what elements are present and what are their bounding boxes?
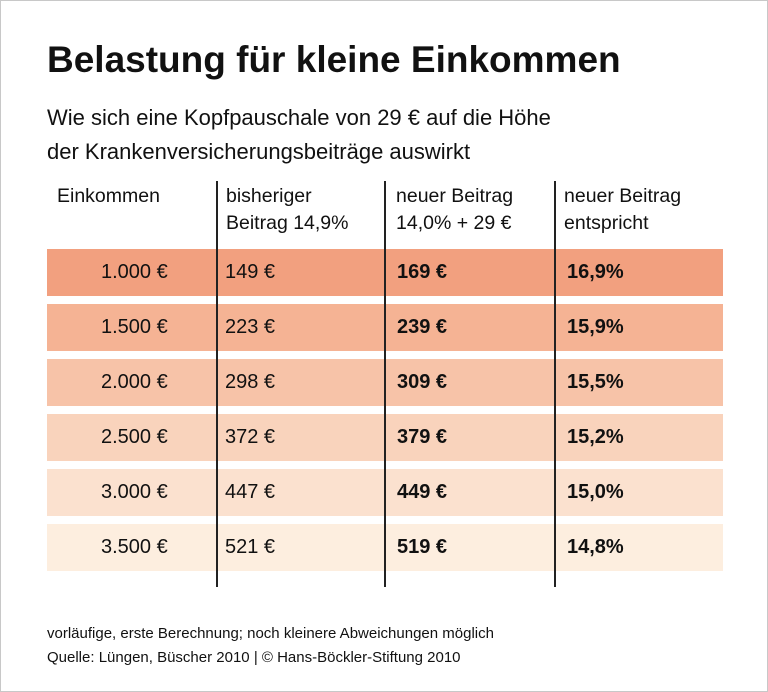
column-header: bisheriger	[226, 185, 312, 207]
table-cell: 239 €	[397, 316, 448, 338]
table-cell: 1.500 €	[101, 316, 168, 338]
column-header: Beitrag 14,9%	[226, 212, 349, 234]
column-header: neuer Beitrag	[396, 185, 514, 207]
table-cell: 15,0%	[567, 481, 624, 503]
column-divider	[216, 181, 218, 587]
table-cell: 15,9%	[567, 316, 624, 338]
column-header: entspricht	[564, 212, 649, 234]
table-cell: 372 €	[225, 426, 276, 448]
column-divider	[384, 181, 386, 587]
table-cell: 309 €	[397, 371, 448, 393]
subtitle: Wie sich eine Kopfpauschale von 29 € auf…	[47, 105, 551, 130]
column-header: 14,0% + 29 €	[396, 212, 512, 234]
table-cell: 15,2%	[567, 426, 624, 448]
table-cell: 14,8%	[567, 536, 624, 558]
table-cell: 2.000 €	[101, 371, 168, 393]
table-cell: 447 €	[225, 481, 276, 503]
table-cell: 15,5%	[567, 371, 624, 393]
table-cell: 298 €	[225, 371, 276, 393]
footnote: vorläufige, erste Berechnung; noch klein…	[47, 625, 494, 642]
source: Quelle: Lüngen, Büscher 2010 | © Hans-Bö…	[47, 649, 461, 666]
table-cell: 1.000 €	[101, 261, 168, 283]
column-divider	[554, 181, 556, 587]
table-cell: 16,9%	[567, 261, 624, 283]
table-cell: 379 €	[397, 426, 448, 448]
table-cell: 519 €	[397, 536, 448, 558]
table-cell: 3.500 €	[101, 536, 168, 558]
table-cell: 223 €	[225, 316, 276, 338]
column-header: neuer Beitrag	[564, 185, 682, 207]
column-header: Einkommen	[57, 185, 160, 207]
table-cell: 3.000 €	[101, 481, 168, 503]
table-cell: 449 €	[397, 481, 448, 503]
subtitle: der Krankenversicherungsbeiträge auswirk…	[47, 139, 471, 164]
table-cell: 149 €	[225, 261, 276, 283]
title: Belastung für kleine Einkommen	[47, 39, 621, 80]
table-cell: 169 €	[397, 261, 448, 283]
table-cell: 2.500 €	[101, 426, 168, 448]
table-cell: 521 €	[225, 536, 276, 558]
